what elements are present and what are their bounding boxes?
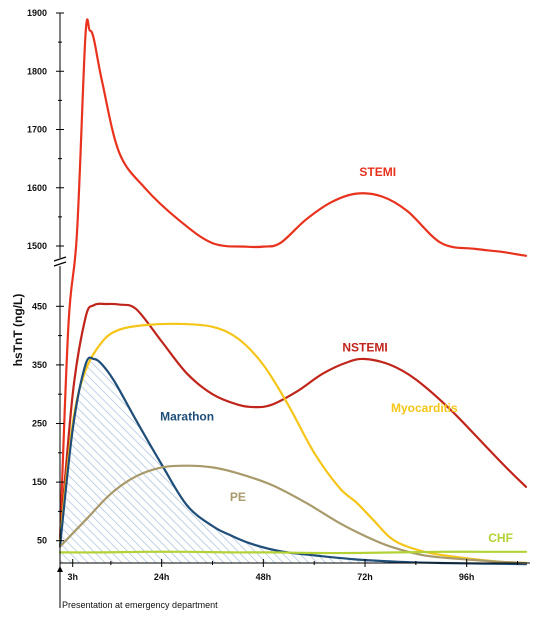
area-fill-layer <box>60 357 526 565</box>
y-tick-label: 450 <box>32 301 47 311</box>
series-labels: STEMI NSTEMI Myocarditis Marathon PE CHF <box>160 165 513 545</box>
y-tick-label: 1600 <box>27 183 47 193</box>
presentation-marker-arrow <box>57 566 63 572</box>
series-line-stemi <box>58 18 528 542</box>
y-axis-break-mark-2 <box>53 261 67 267</box>
series-lines-layer <box>58 18 528 566</box>
y-tick-label: 50 <box>37 536 47 546</box>
y-tick-label: 350 <box>32 360 47 370</box>
x-tick-label: 3h <box>67 572 78 582</box>
y-ticks: 1500 1600 1700 1800 1900 50 150 250 350 450 <box>27 8 64 546</box>
series-label-chf: CHF <box>488 531 513 545</box>
series-label-myocarditis: Myocarditis <box>391 401 458 415</box>
axes <box>53 13 530 608</box>
y-tick-label: 1700 <box>27 125 47 135</box>
series-line-chf <box>58 550 528 555</box>
series-label-pe: PE <box>230 490 246 504</box>
y-tick-label: 250 <box>32 419 47 429</box>
series-line-marathon <box>58 356 528 566</box>
y-tick-label: 1800 <box>27 66 47 76</box>
presentation-annotation: Presentation at emergency department <box>62 600 218 610</box>
series-line-nstemi <box>58 302 528 542</box>
y-tick-label: 150 <box>32 477 47 487</box>
series-line-pe <box>58 464 528 565</box>
x-tick-label: 24h <box>154 572 170 582</box>
y-axis-break-mark-1 <box>53 256 67 262</box>
x-ticks: 3h 24h 48h 72h 96h <box>67 559 519 582</box>
y-tick-label: 1500 <box>27 241 47 251</box>
x-tick-label: 72h <box>357 572 373 582</box>
series-label-marathon: Marathon <box>160 410 214 424</box>
x-tick-label: 48h <box>256 572 272 582</box>
x-tick-label: 96h <box>459 572 475 582</box>
y-axis-title: hsTnT (ng/L) <box>11 294 25 367</box>
series-label-nstemi: NSTEMI <box>342 340 387 354</box>
y-tick-label: 1900 <box>27 8 47 18</box>
series-label-stemi: STEMI <box>359 165 396 179</box>
series-area-marathon <box>60 357 526 565</box>
